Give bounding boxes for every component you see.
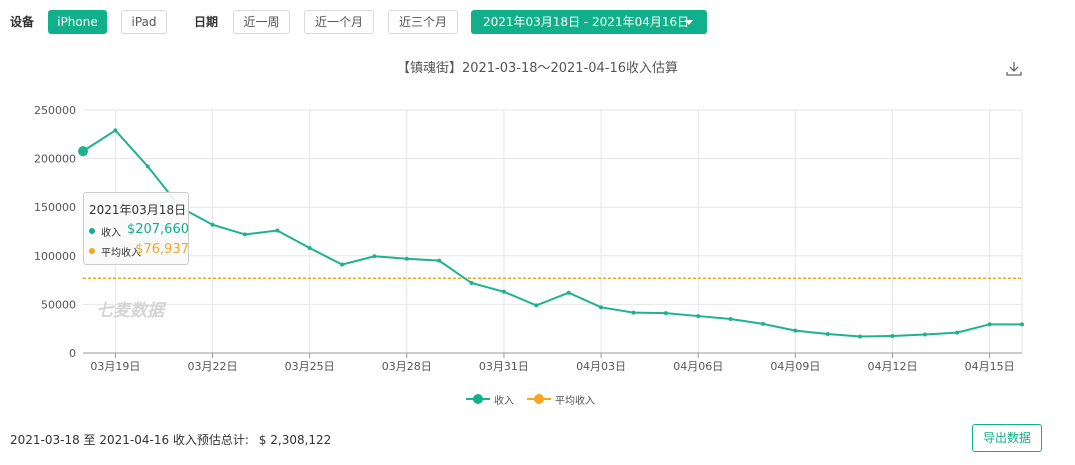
revenue-point [890, 333, 895, 338]
tooltip-revenue-value: $207,660 [126, 222, 189, 237]
x-tick-label: 03月22日 [188, 360, 238, 373]
export-data-button[interactable]: 导出数据 [972, 424, 1042, 452]
date-range-text: 2021年03月18日 - 2021年04月16日 [483, 15, 690, 29]
revenue-dot-icon [89, 228, 95, 234]
legend-revenue-label: 收入 [494, 396, 514, 407]
x-tick-label: 03月25日 [285, 360, 335, 373]
tooltip-date: 2021年03月18日 [89, 203, 187, 217]
revenue-point [793, 328, 798, 333]
x-tick-label: 04月12日 [867, 360, 917, 373]
tooltip-avg-name: 平均收入 [101, 248, 141, 259]
revenue-point [631, 310, 636, 315]
y-tick-label: 200000 [34, 153, 76, 166]
tooltip-avg-row: 平均收入 $76,937 [89, 242, 189, 259]
legend-item-revenue[interactable]: 收入 [466, 390, 524, 408]
revenue-point [501, 289, 506, 294]
range-month-button[interactable]: 近一个月 [304, 10, 374, 34]
legend-average-dot-icon [534, 394, 544, 404]
x-tick-label: 04月06日 [673, 360, 723, 373]
revenue-point [534, 303, 539, 308]
revenue-point [404, 256, 409, 261]
tooltip-revenue-name: 收入 [101, 228, 121, 239]
avg-dot-icon [89, 248, 95, 254]
y-tick-label: 0 [69, 347, 76, 360]
x-tick-label: 03月28日 [382, 360, 432, 373]
y-axis: 0 50000 100000 150000 200000 250000 [34, 104, 76, 360]
date-label: 日期 [194, 15, 219, 29]
revenue-point [372, 254, 377, 259]
x-axis: 03月19日 03月22日 03月25日 03月28日 03月31日 04月03日 04月0… [83, 352, 1022, 373]
watermark: 七麦数据 [96, 301, 167, 321]
revenue-point [437, 258, 442, 263]
download-icon[interactable] [1005, 60, 1023, 78]
revenue-point [210, 222, 215, 227]
x-tick-label: 04月15日 [965, 360, 1015, 373]
revenue-point [663, 311, 668, 316]
revenue-summary: 2021-03-18 至 2021-04-16 收入预估总计: $ 2,308,… [10, 431, 331, 448]
revenue-point [987, 322, 992, 327]
y-tick-label: 250000 [34, 104, 76, 117]
x-tick-label: 04月03日 [576, 360, 626, 373]
chart-legend: 收入 平均收入 [0, 390, 1075, 408]
revenue-point [340, 262, 345, 267]
range-week-button[interactable]: 近一周 [233, 10, 290, 34]
revenue-point [566, 290, 571, 295]
x-tick-label: 04月09日 [770, 360, 820, 373]
legend-item-average[interactable]: 平均收入 [527, 390, 607, 408]
revenue-point [307, 246, 312, 251]
revenue-point [728, 316, 733, 321]
range-3month-button[interactable]: 近三个月 [388, 10, 458, 34]
device-ipad-button[interactable]: iPad [121, 10, 167, 34]
summary-total: $ 2,308,122 [258, 433, 332, 447]
tooltip-revenue-row: 收入 $207,660 [89, 222, 189, 239]
revenue-point [242, 232, 247, 237]
legend-revenue-dot-icon [473, 394, 483, 404]
revenue-point [922, 332, 927, 337]
revenue-point [145, 164, 150, 169]
caret-down-icon [685, 20, 693, 25]
device-iphone-button[interactable]: iPhone [48, 10, 107, 34]
legend-average-label: 平均收入 [555, 396, 595, 407]
series-layer [78, 128, 1024, 339]
tooltip-avg-value: $76,937 [135, 242, 189, 257]
x-tick-label: 03月31日 [479, 360, 529, 373]
date-range-picker[interactable]: 2021年03月18日 - 2021年04月16日 [471, 10, 707, 34]
toolbar: 设备 iPhone iPad 日期 近一周 近一个月 近三个月 2021年03月… [0, 0, 1075, 44]
chart-title: 【镇魂街】2021-03-18～2021-04-16收入估算 [396, 61, 679, 76]
revenue-point [760, 321, 765, 326]
revenue-point [599, 305, 604, 310]
revenue-point [696, 314, 701, 319]
x-tick-label: 03月19日 [90, 360, 140, 373]
chart-tooltip: 2021年03月18日 收入 $207,660 平均收入 $76,937 [83, 192, 189, 265]
revenue-series-line [82, 129, 1022, 338]
revenue-point [275, 228, 280, 233]
summary-prefix: 2021-03-18 至 2021-04-16 收入预估总计: [10, 433, 249, 447]
revenue-point [825, 332, 830, 337]
revenue-point [1020, 322, 1024, 327]
revenue-point [469, 281, 474, 286]
device-label: 设备 [10, 15, 35, 29]
revenue-point [955, 330, 960, 335]
revenue-point-highlighted [78, 146, 88, 157]
y-tick-label: 150000 [34, 201, 76, 214]
y-tick-label: 100000 [34, 250, 76, 263]
y-tick-label: 50000 [41, 298, 76, 311]
revenue-point [858, 334, 863, 339]
revenue-point [113, 128, 118, 133]
grid-lines [83, 109, 1023, 354]
